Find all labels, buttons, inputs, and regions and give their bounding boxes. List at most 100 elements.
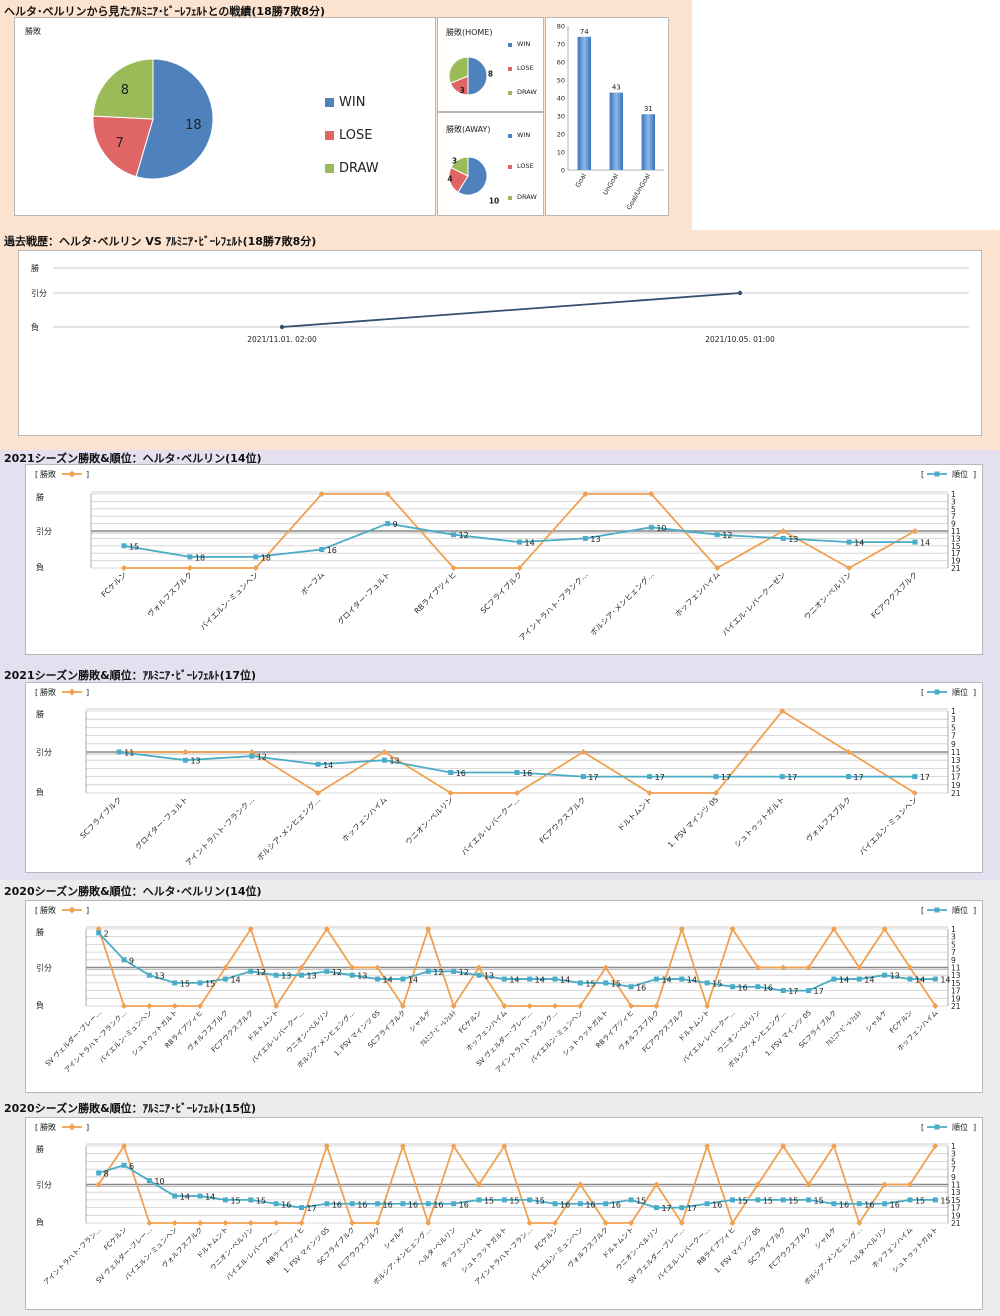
result-point: [856, 1220, 863, 1226]
rank-value-label: 15: [509, 1196, 519, 1205]
result-point: [526, 1220, 533, 1226]
result-point: [450, 565, 457, 571]
rank-tick-label: 11: [951, 527, 961, 536]
legend-label-win: WIN: [517, 40, 530, 48]
rank-legend-open: [: [921, 1123, 924, 1132]
rank-value-label: 14: [323, 761, 333, 770]
rank-value-label: 16: [890, 1200, 900, 1209]
rank-point: [400, 976, 406, 982]
result-point: [146, 1003, 153, 1009]
pie-slice-label: 10: [489, 196, 499, 205]
bar-category-label: Goal/UnGoal: [625, 172, 652, 211]
rank-value-label: 11: [124, 749, 134, 758]
result-point: [704, 1143, 711, 1149]
rank-value-label: 16: [456, 769, 466, 778]
x-category-label: RBライプツィヒ: [412, 570, 458, 616]
rank-tick-label: 3: [951, 715, 956, 724]
history-title: 過去戦歴：ヘルタ･ベルリン VS ｱﾙﾐﾆｱ･ﾋﾞｰﾚﾌｪﾙﾄ(18勝7敗8分): [4, 235, 317, 248]
result-legend-close: ]: [86, 906, 89, 915]
result-point: [526, 1003, 533, 1009]
history-ycat-label: 負: [31, 322, 39, 332]
season-2021-hertha-title: 2021シーズン勝敗&順位：ヘルタ･ベルリン(14位): [4, 452, 262, 465]
result-legend-label: 勝敗: [40, 687, 56, 697]
x-category-label: シャルケ: [813, 1226, 838, 1251]
result-point: [704, 1003, 711, 1009]
bar-ytick-label: 40: [557, 95, 565, 103]
result-point: [182, 749, 189, 755]
rank-point: [714, 532, 720, 538]
rank-point: [679, 1205, 685, 1211]
rank-value-label: 15: [738, 1196, 748, 1205]
rank-point: [385, 521, 391, 527]
x-category-label: アイントラハト･フランク…: [517, 570, 590, 643]
rank-value-label: 15: [788, 1196, 798, 1205]
rank-point: [846, 774, 852, 780]
result-point: [846, 565, 853, 571]
result-point: [602, 1220, 609, 1226]
x-category-label: バイエルン･ミュンヘン: [857, 795, 919, 857]
legend-swatch-win: [508, 134, 512, 138]
rank-point: [146, 1178, 152, 1184]
rank-value-label: 13: [307, 972, 317, 981]
summary-title: ヘルタ･ベルリンから見たｱﾙﾐﾆｱ･ﾋﾞｰﾚﾌｪﾙﾄとの戦績(18勝7敗8分): [4, 5, 326, 18]
result-point: [197, 1003, 204, 1009]
x-category-label: FCアウクスブルク: [869, 569, 920, 620]
result-axis-label: 勝: [36, 492, 44, 502]
rank-point: [425, 968, 431, 974]
rank-value-label: 14: [915, 976, 925, 985]
rank-value-label: 18: [261, 553, 271, 562]
goal-bar-chart: 0 10 20 30 40 50 60 70 80 74 Goal 43 UnGoal 31 Goal/Un…: [557, 23, 664, 211]
rank-point: [912, 774, 918, 780]
total-pie-chart: 勝敗 18 7 8 WIN LOSE DRAW: [25, 26, 379, 180]
rank-legend-label: 順位: [952, 687, 968, 697]
x-category-label: シュトゥットガルト: [890, 1225, 940, 1275]
result-point: [384, 491, 391, 497]
x-category-label: SCフライブルク: [78, 794, 124, 840]
legend-swatch-lose: [508, 165, 512, 169]
rank-value-label: 15: [940, 1196, 950, 1205]
result-axis-label: 引分: [36, 964, 52, 973]
bar-ytick-label: 50: [557, 77, 565, 85]
rank-value-label: 15: [535, 1196, 545, 1205]
rank-tick-label: 15: [951, 1196, 961, 1205]
x-category-label: シュトゥットガルト: [130, 1008, 180, 1058]
rank-value-label: 14: [230, 976, 240, 985]
rank-tick-label: 9: [951, 520, 956, 529]
rank-tick-label: 11: [951, 748, 961, 757]
rank-value-label: 16: [864, 1200, 874, 1209]
rank-value-label: 10: [656, 524, 666, 533]
rank-value-label: 15: [205, 979, 215, 988]
pie-slice-label: 4: [447, 174, 452, 183]
result-point: [805, 1181, 812, 1188]
history-line: [281, 292, 741, 328]
result-point: [906, 964, 913, 971]
bar-value-label: 43: [612, 84, 621, 92]
result-point: [323, 926, 330, 932]
rank-value-label: 14: [535, 976, 545, 985]
x-category-label: 1. FSV マインツ 05: [282, 1226, 331, 1275]
rank-legend-close: ]: [973, 1123, 976, 1132]
rank-value-label: 14: [839, 976, 849, 985]
rank-point: [806, 1197, 812, 1203]
result-point: [501, 1003, 508, 1009]
result-point: [374, 1220, 381, 1226]
rank-value-label: 14: [525, 539, 535, 548]
rank-point: [628, 984, 634, 990]
total-pie-panel: 勝敗 18 7 8 WIN LOSE DRAW: [14, 17, 436, 216]
rank-value-label: 15: [814, 1196, 824, 1205]
rank-point: [907, 976, 913, 982]
rank-legend-marker: [934, 1124, 940, 1130]
bar-ytick-label: 60: [557, 59, 565, 67]
result-point: [628, 1220, 635, 1226]
rank-point: [603, 1201, 609, 1207]
result-legend-open: [: [35, 906, 38, 915]
rank-point: [907, 1197, 913, 1203]
result-point: [514, 790, 520, 796]
result-point: [252, 565, 259, 571]
result-point: [805, 964, 812, 971]
legend-label-lose: LOSE: [517, 64, 534, 72]
result-point: [475, 964, 482, 971]
result-axis-label: 負: [36, 562, 44, 572]
rank-value-label: 14: [383, 976, 393, 985]
